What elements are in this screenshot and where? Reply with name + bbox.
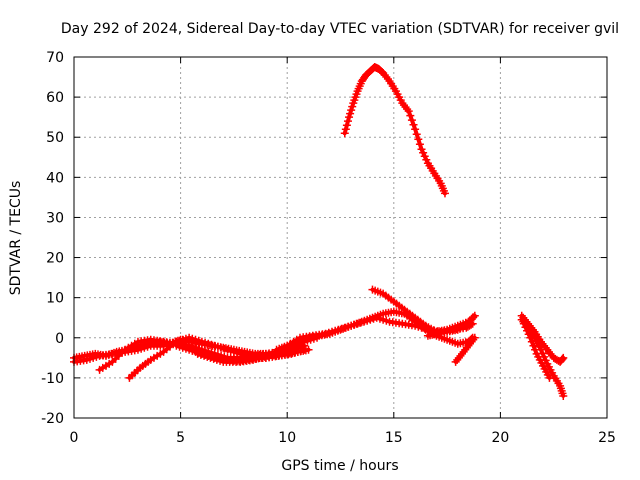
- y-tick-label: 50: [46, 130, 64, 146]
- data-point-marker: [409, 120, 418, 129]
- data-point-marker: [422, 155, 431, 164]
- data-point-marker: [343, 117, 352, 126]
- data-point-marker: [406, 111, 415, 120]
- y-tick-label: -10: [41, 371, 64, 387]
- x-tick-label: 0: [70, 430, 79, 446]
- y-tick-label: -20: [41, 411, 64, 427]
- data-point-marker: [559, 391, 568, 400]
- data-point-marker: [300, 345, 309, 354]
- chart-title: Day 292 of 2024, Sidereal Day-to-day VTE…: [61, 21, 619, 37]
- data-point-marker: [558, 354, 567, 363]
- series-arc-6: [193, 313, 477, 366]
- y-tick-label: 30: [46, 210, 64, 226]
- data-point-marker: [345, 113, 354, 122]
- x-axis-title: GPS time / hours: [281, 458, 398, 474]
- data-point-marker: [559, 353, 568, 362]
- data-point-marker: [419, 148, 428, 157]
- data-point-marker: [341, 125, 350, 134]
- data-point-marker: [404, 107, 413, 116]
- data-point-marker: [347, 106, 356, 115]
- x-tick-label: 25: [598, 430, 616, 446]
- plot-frame: [73, 56, 608, 419]
- series-arc-10: [451, 333, 479, 366]
- data-point-marker: [415, 140, 424, 149]
- data-point-marker: [440, 189, 449, 198]
- x-tick-label: 20: [491, 430, 509, 446]
- series-arc-14: [519, 319, 554, 382]
- data-point-marker: [342, 121, 351, 130]
- data-point-marker: [524, 330, 533, 339]
- data-point-marker: [529, 341, 538, 350]
- series-arc-9: [423, 313, 477, 340]
- data-point-marker: [519, 319, 528, 328]
- x-tick-label: 10: [278, 430, 296, 446]
- data-point-marker: [521, 323, 530, 332]
- axis-ticks: 0 5 10 15 20 25 -20 -10 0 10 20 30 40 50 60 70: [41, 50, 616, 446]
- data-point-marker: [340, 129, 349, 138]
- data-point-marker: [411, 125, 420, 134]
- y-tick-label: 20: [46, 251, 64, 267]
- data-point-marker: [545, 373, 554, 382]
- data-point-marker: [523, 326, 532, 335]
- y-tick-label: 0: [55, 331, 64, 347]
- data-point-marker: [531, 345, 540, 354]
- data-point-marker: [468, 313, 477, 322]
- data-point-marker: [417, 145, 426, 154]
- data-point-marker: [414, 135, 423, 144]
- data-point-marker: [420, 152, 429, 161]
- data-point-marker: [412, 130, 421, 139]
- data-point-marker: [407, 116, 416, 125]
- data-point-marker: [467, 315, 476, 324]
- series-arc-11: [340, 63, 449, 198]
- y-tick-label: 60: [46, 90, 64, 106]
- grid: [74, 57, 607, 418]
- data-series: [70, 63, 568, 400]
- data-point-marker: [526, 333, 535, 342]
- y-tick-label: 40: [46, 170, 64, 186]
- data-point-marker: [348, 102, 357, 111]
- x-tick-label: 5: [176, 430, 185, 446]
- y-tick-label: 70: [46, 50, 64, 66]
- x-tick-label: 15: [385, 430, 403, 446]
- data-point-marker: [346, 109, 355, 118]
- y-tick-label: 10: [46, 291, 64, 307]
- data-point-marker: [470, 333, 479, 342]
- data-point-marker: [527, 337, 536, 346]
- y-axis-title: SDTVAR / TECUs: [8, 181, 24, 296]
